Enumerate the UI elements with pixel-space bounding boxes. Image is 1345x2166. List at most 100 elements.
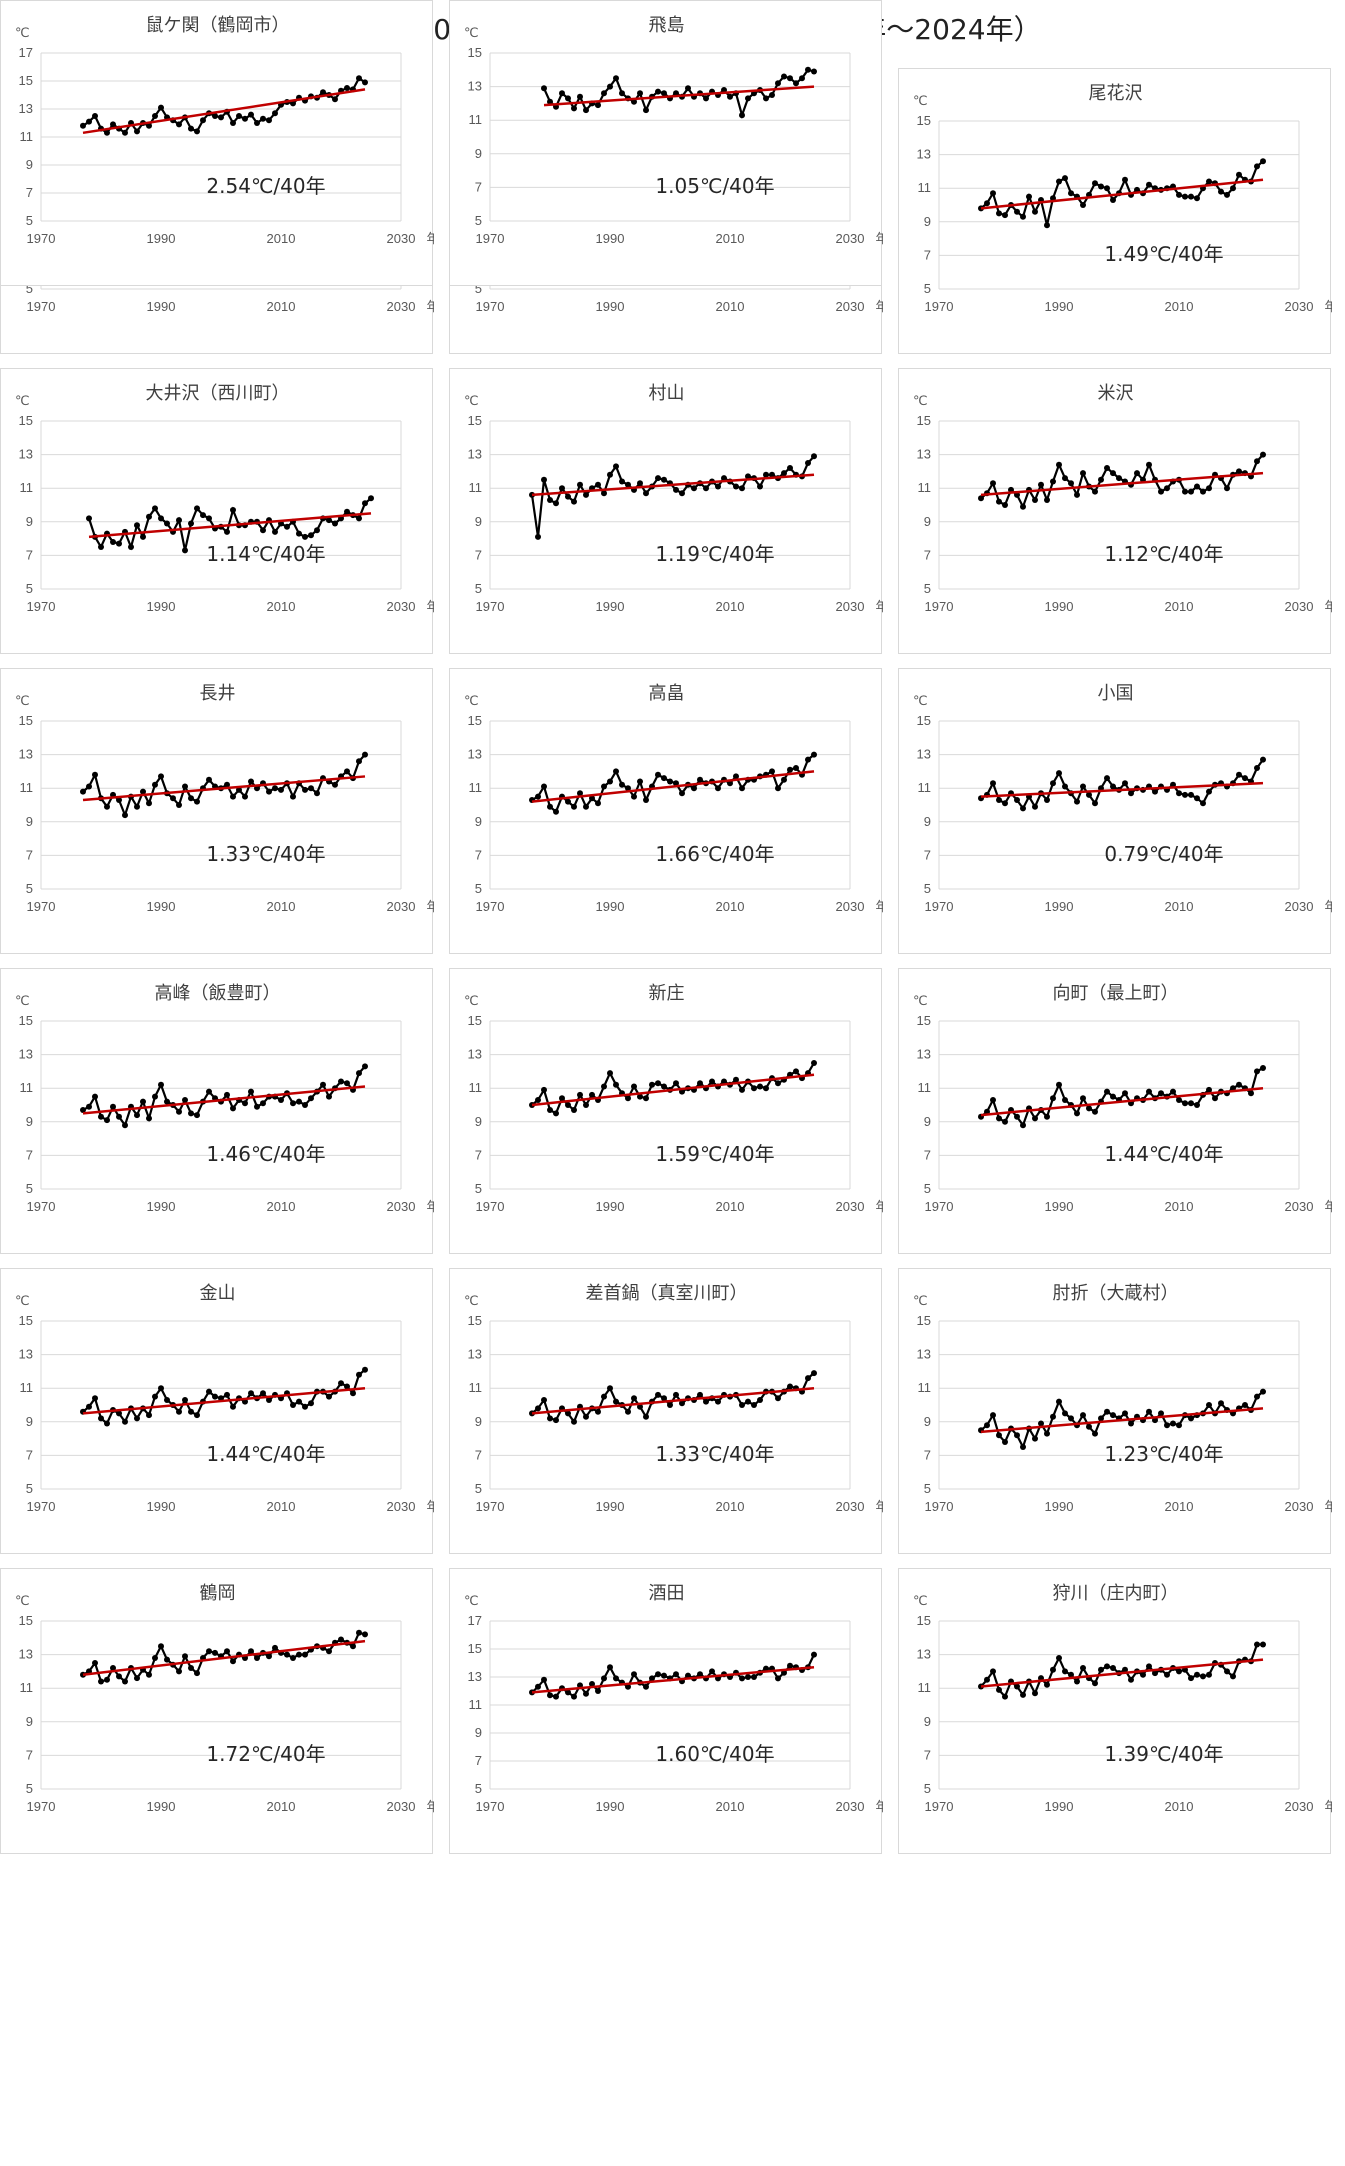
data-point [1020, 1122, 1026, 1129]
data-point [158, 515, 164, 522]
chart-title: 大井沢（西川町） [146, 383, 290, 404]
data-point [116, 540, 122, 547]
data-point [248, 778, 254, 785]
data-point [553, 1417, 559, 1424]
data-point [781, 776, 787, 783]
y-tick-label: 7 [924, 847, 931, 862]
data-point [625, 1095, 631, 1102]
y-tick-label: 13 [468, 1047, 482, 1062]
data-point [655, 1671, 661, 1678]
data-point [1044, 222, 1050, 229]
trend-line [980, 1086, 1264, 1117]
x-tick-label: 1970 [27, 1199, 56, 1214]
x-tick-label: 2010 [716, 231, 745, 246]
data-point [164, 520, 170, 527]
y-tick-label: 11 [918, 180, 932, 195]
data-point [607, 1385, 613, 1392]
data-point [146, 1671, 152, 1678]
data-point [350, 1390, 356, 1397]
data-point [787, 1662, 793, 1669]
y-tick-label: 7 [475, 1753, 482, 1768]
data-point [170, 795, 176, 802]
chart-panel: 飛島 ℃ 5 7 9 11 13 15 1970 1990 2010 2030 年 1.05℃/40年 [449, 0, 883, 286]
x-tick-label: 2010 [267, 899, 296, 914]
series-line [980, 1643, 1263, 1699]
data-point [368, 495, 374, 502]
data-point [1122, 176, 1128, 183]
data-point [607, 1664, 613, 1671]
y-unit-label: ℃ [913, 94, 928, 109]
data-point [1044, 1681, 1050, 1688]
x-tick-label: 1990 [147, 1799, 176, 1814]
data-point [673, 1391, 679, 1398]
data-point [739, 1086, 745, 1093]
data-point [655, 88, 661, 95]
data-point [703, 95, 709, 102]
data-point [703, 485, 709, 492]
data-point [1188, 791, 1194, 798]
data-point [122, 812, 128, 819]
data-point [1002, 1439, 1008, 1445]
y-tick-label: 9 [475, 814, 482, 829]
y-tick-label: 5 [475, 881, 482, 896]
series-line [531, 1372, 815, 1425]
trend-line [82, 1386, 366, 1415]
data-point [565, 493, 571, 500]
y-tick-label: 13 [468, 79, 482, 94]
chart-title: 長井 [200, 683, 236, 704]
data-point [86, 118, 92, 125]
data-point [1170, 1088, 1176, 1095]
y-tick-label: 11 [469, 1697, 483, 1712]
data-point [1020, 805, 1026, 812]
data-point [1236, 1081, 1242, 1088]
data-point [344, 1383, 350, 1390]
data-point [1200, 1673, 1206, 1680]
data-point [116, 1113, 122, 1120]
y-tick-label: 7 [924, 247, 931, 262]
data-point [308, 1400, 314, 1407]
y-tick-label: 7 [924, 1147, 931, 1162]
data-point [1254, 1393, 1260, 1400]
data-point [86, 515, 92, 522]
x-tick-label: 2030 [836, 1499, 865, 1514]
x-tick-label: 1970 [925, 599, 954, 614]
data-point [1254, 1641, 1260, 1648]
data-point [990, 1668, 996, 1675]
data-point [547, 1692, 553, 1699]
data-point [739, 1675, 745, 1682]
chart-title: 新庄 [649, 983, 685, 1004]
data-point [697, 1391, 703, 1398]
data-point [1146, 1663, 1152, 1670]
data-point [1182, 193, 1188, 200]
x-tick-label: 2010 [716, 599, 745, 614]
trend-label: 1.05℃/40年 [655, 174, 774, 198]
data-point [805, 756, 811, 763]
x-tick-label: 2030 [387, 299, 416, 314]
y-unit-label: ℃ [15, 1294, 30, 1309]
data-point [1068, 190, 1074, 197]
data-point [296, 1098, 302, 1105]
data-point [990, 190, 996, 197]
data-point [1164, 485, 1170, 492]
data-point [80, 122, 86, 129]
data-point [254, 120, 260, 126]
data-point [811, 1060, 817, 1066]
y-tick-label: 5 [924, 881, 931, 896]
data-point [775, 80, 781, 87]
data-point [781, 1669, 787, 1676]
y-unit-label: ℃ [15, 994, 30, 1009]
x-tick-label: 1990 [596, 299, 625, 314]
x-tick-label: 2010 [267, 1799, 296, 1814]
y-tick-label: 15 [468, 1313, 482, 1328]
data-point [996, 1432, 1002, 1439]
x-unit-label: 年 [875, 1200, 883, 1215]
y-tick-label: 11 [469, 1380, 483, 1395]
x-tick-label: 1970 [476, 1199, 505, 1214]
data-point [799, 75, 805, 82]
x-tick-label: 2010 [1165, 599, 1194, 614]
y-tick-label: 5 [475, 1181, 482, 1196]
data-point [667, 1402, 673, 1408]
data-point [721, 475, 727, 482]
y-unit-label: ℃ [464, 994, 479, 1009]
data-point [1050, 780, 1056, 787]
